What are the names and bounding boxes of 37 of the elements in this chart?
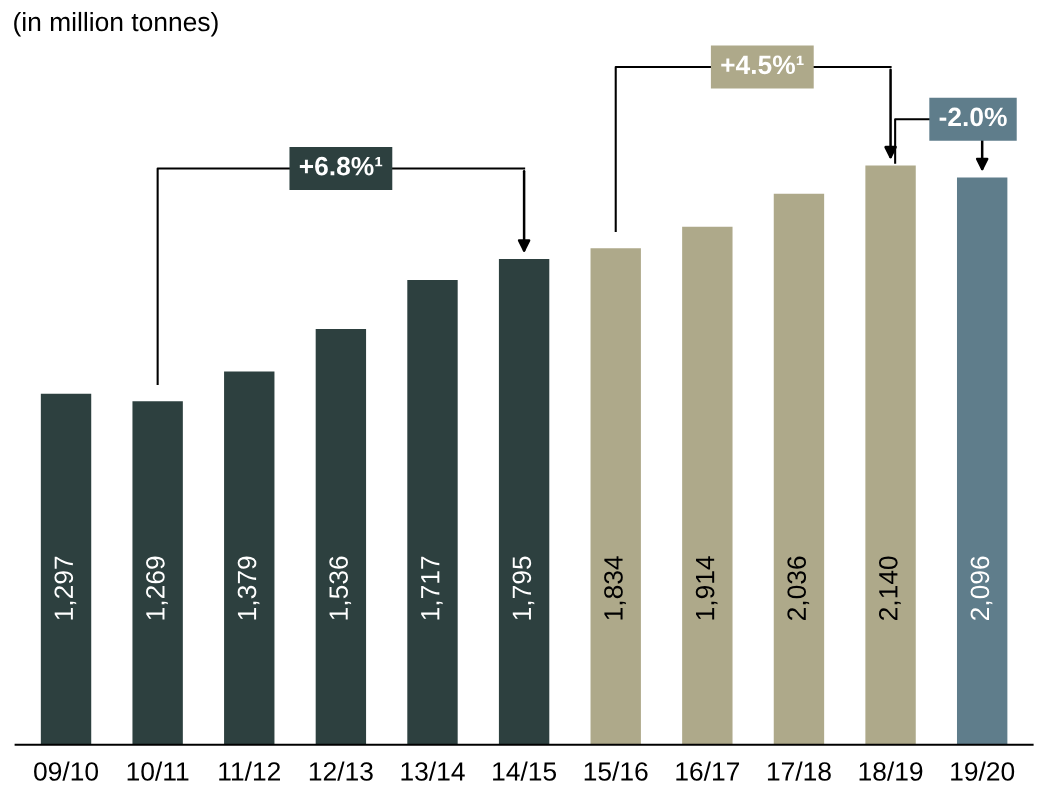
x-tick-label: 14/15 — [493, 761, 557, 781]
bar — [498, 258, 550, 745]
bar — [865, 165, 916, 745]
text: -2.0% — [939, 107, 1007, 127]
annotation: +6.8%¹ — [299, 156, 383, 176]
bar — [773, 193, 825, 745]
x-tick-label: 15/16 — [584, 761, 648, 781]
x-tick-label: 13/14 — [401, 761, 465, 781]
x-tick-label: 19/20 — [951, 761, 1015, 781]
data-label: 1,536 — [329, 556, 352, 620]
data-label: 1,914 — [695, 556, 718, 620]
bar — [224, 371, 275, 745]
data-label: 1,379 — [237, 556, 260, 620]
bar — [40, 393, 92, 745]
x-tick-label: 09/10 — [34, 761, 99, 781]
bar — [956, 177, 1008, 745]
x-tick-label: 11/12 — [219, 761, 280, 781]
data-label: 1,717 — [421, 556, 443, 620]
data-label: 2,096 — [970, 556, 993, 621]
data-label: 1,834 — [604, 556, 626, 620]
bar — [682, 226, 733, 745]
bar — [132, 401, 183, 745]
data-label: 1,795 — [512, 556, 535, 620]
x-tick-label: 12/13 — [309, 761, 373, 781]
data-label: 1,269 — [146, 556, 168, 620]
x-tick-label: 16/17 — [676, 761, 740, 781]
data-label: 1,297 — [54, 556, 77, 620]
bar — [315, 329, 367, 745]
data-label: 2,140 — [878, 556, 901, 621]
x-tick-label: 10/11 — [127, 761, 189, 781]
text: +4.5%¹ — [721, 55, 804, 75]
x-tick-label: 18/19 — [859, 761, 923, 781]
x-tick-label: 17/18 — [767, 761, 831, 781]
chart-title: (in million tonnes) — [14, 11, 218, 37]
bar — [407, 280, 458, 745]
data-label: 2,036 — [787, 556, 810, 621]
bar — [590, 248, 641, 745]
